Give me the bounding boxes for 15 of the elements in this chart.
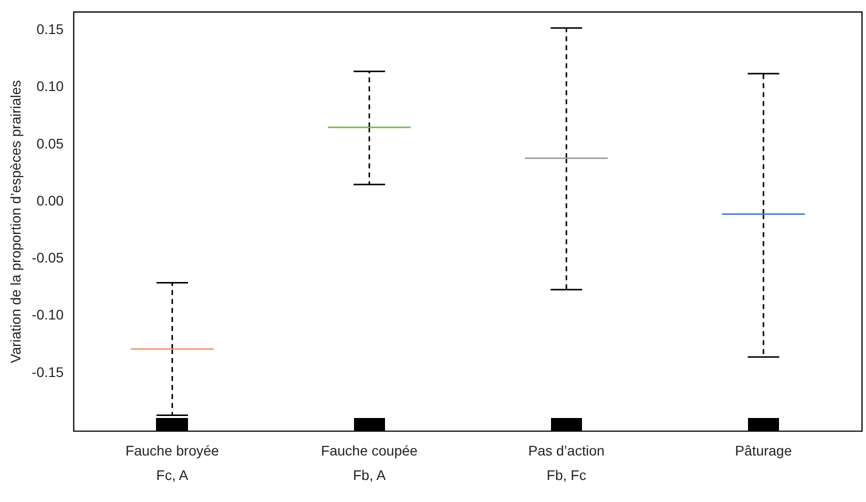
x-tick-label: Fauche coupée — [321, 442, 418, 458]
x-tick-label: Pâturage — [735, 442, 792, 458]
y-tick-label: -0.05 — [32, 250, 64, 266]
text: Fb, A — [352, 467, 386, 484]
y-tick-label: 0.15 — [36, 21, 64, 38]
y-axis-title: Variation de la proportion d’espèces prairiales — [7, 80, 24, 364]
y-tick-label: -0.10 — [32, 306, 64, 323]
text: Fc, A — [156, 467, 189, 484]
y-tick-label: 0.10 — [36, 78, 64, 94]
y-tick-label: -0.15 — [32, 364, 64, 380]
x-tick-label: Pas d’action — [528, 442, 605, 458]
text: Fb, Fc — [546, 467, 586, 484]
y-tick-label: 0.00 — [36, 192, 64, 208]
y-tick-label: 0.05 — [36, 135, 64, 152]
x-tick-label: Fauche broyée — [126, 442, 220, 458]
